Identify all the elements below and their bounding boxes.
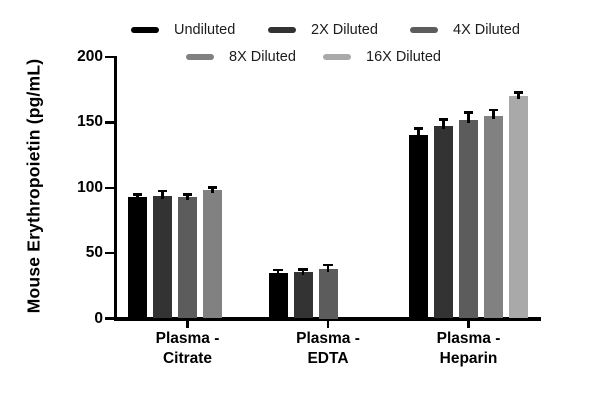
bar-4x-diluted-group0	[178, 196, 197, 319]
x-tick-mark	[186, 320, 189, 328]
y-tick-mark	[105, 55, 115, 59]
error-bar-cap	[132, 192, 143, 196]
bar-undiluted-group0	[128, 196, 147, 319]
legend-swatch-4x-diluted	[410, 27, 438, 33]
legend-item-16x-diluted: 16X Diluted	[323, 49, 441, 65]
bar-8x-diluted-group2	[484, 115, 503, 319]
legend-label: 4X Diluted	[453, 22, 520, 38]
y-tick-mark	[105, 186, 115, 190]
error-bar-stem	[467, 113, 470, 123]
legend-label: 2X Diluted	[311, 22, 378, 38]
y-tick-mark	[105, 251, 115, 255]
error-bar-stem	[276, 270, 280, 276]
y-tick-label: 50	[85, 244, 103, 262]
bar-4x-diluted-group2	[459, 119, 478, 319]
legend-swatch-16x-diluted	[323, 54, 351, 60]
error-bar-stem	[326, 265, 330, 273]
error-bar-cap	[273, 268, 283, 272]
category-label-plasma-heparin: Plasma - Heparin	[399, 329, 539, 368]
category-line: EDTA	[307, 349, 349, 367]
bar-2x-diluted-group2	[434, 126, 453, 319]
bar-16x-diluted-group2	[509, 96, 528, 319]
bar-8x-diluted-group0	[203, 190, 222, 319]
error-bar-stem	[186, 194, 189, 200]
category-line: Plasma -	[296, 330, 360, 347]
category-line: Plasma -	[436, 330, 501, 347]
bar-4x-diluted-group1	[318, 269, 338, 319]
error-bar-cap	[488, 108, 499, 112]
legend-label: Undiluted	[174, 22, 236, 38]
error-bar-stem	[442, 120, 445, 130]
y-axis-line	[114, 56, 117, 320]
legend-item-4x-diluted: 4X Diluted	[410, 22, 520, 38]
y-tick-mark	[105, 317, 115, 320]
legend-swatch-undiluted	[131, 27, 159, 33]
error-bar-stem	[136, 194, 139, 200]
y-tick-mark	[105, 121, 115, 124]
legend-label: 8X Diluted	[229, 49, 296, 65]
error-bar-cap	[157, 189, 168, 193]
bar-2x-diluted-group0	[153, 195, 172, 319]
x-axis-line	[114, 317, 541, 321]
x-tick-mark	[326, 320, 330, 328]
category-line: Plasma -	[155, 330, 220, 347]
category-line: Heparin	[439, 349, 498, 367]
category-label-plasma-citrate: Plasma - Citrate	[118, 329, 258, 368]
y-tick-label: 0	[94, 309, 103, 327]
legend-item-2x-diluted: 2X Diluted	[268, 22, 378, 38]
y-tick-label: 100	[77, 178, 103, 196]
error-bar-stem	[161, 191, 164, 199]
legend-item-8x-diluted: 8X Diluted	[186, 49, 296, 65]
legend-label: 16X Diluted	[366, 49, 441, 65]
y-tick-label: 200	[77, 48, 103, 65]
bar-2x-diluted-group1	[293, 272, 313, 319]
error-bar-stem	[417, 128, 420, 139]
bar-undiluted-group2	[409, 135, 428, 319]
category-line: Citrate	[162, 349, 213, 367]
legend-swatch-8x-diluted	[186, 54, 214, 60]
error-bar-cap	[323, 263, 333, 267]
error-bar-cap	[413, 126, 424, 130]
legend-item-undiluted: Undiluted	[131, 22, 236, 38]
error-bar-cap	[298, 268, 308, 271]
category-label-plasma-edta: Plasma - EDTA	[258, 329, 398, 368]
error-bar-cap	[438, 118, 449, 121]
x-tick-mark	[467, 320, 470, 328]
y-axis-title: Mouse Erythropoietin (pg/mL)	[23, 58, 44, 314]
bar-undiluted-group1	[268, 272, 288, 319]
error-bar-cap	[463, 111, 474, 114]
error-bar-cap	[182, 192, 193, 196]
y-tick-label: 150	[77, 113, 103, 131]
error-bar-cap	[513, 90, 524, 94]
error-bar-cap	[207, 186, 218, 189]
legend-swatch-2x-diluted	[268, 27, 296, 33]
error-bar-stem	[301, 270, 305, 276]
error-bar-stem	[211, 188, 214, 194]
error-bar-stem	[492, 110, 495, 119]
error-bar-stem	[517, 92, 520, 100]
